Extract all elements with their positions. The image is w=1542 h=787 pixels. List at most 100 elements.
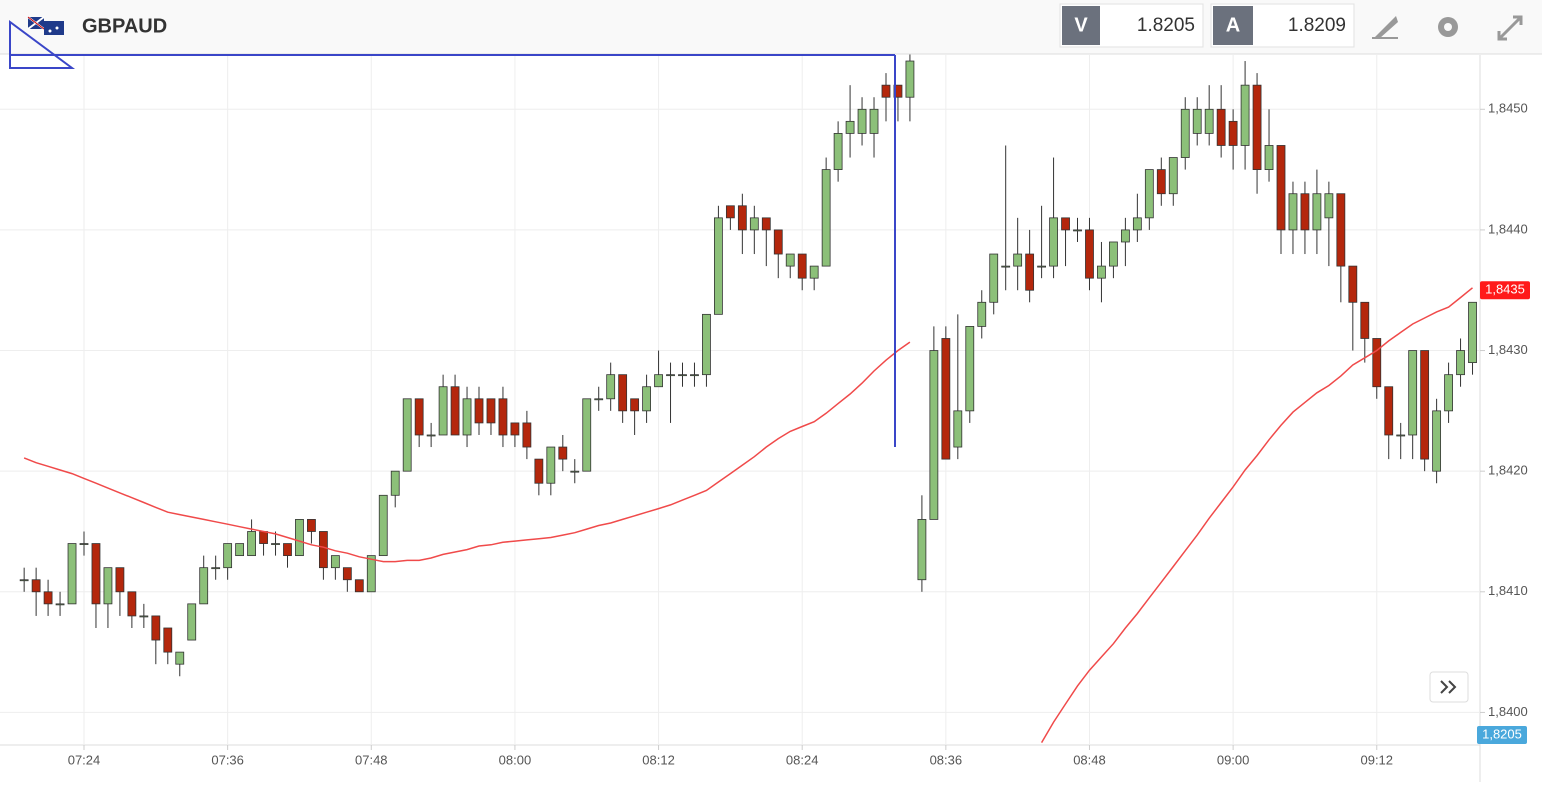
y-tick-label: 1,8400	[1488, 704, 1528, 719]
candle-body	[1156, 169, 1166, 195]
candle-body	[534, 458, 544, 484]
candle-body	[977, 301, 987, 327]
candle-body	[761, 217, 771, 231]
settings-button[interactable]	[1438, 17, 1458, 37]
candle-body	[1384, 386, 1394, 436]
candle-body	[809, 265, 819, 279]
candle-body	[1408, 350, 1418, 436]
candle-body	[953, 410, 963, 448]
candle-body	[666, 374, 675, 377]
candle-body	[1336, 193, 1346, 267]
candle-body	[690, 374, 699, 377]
candle-body	[1396, 434, 1406, 437]
candle-body	[797, 253, 807, 279]
candle-body	[941, 338, 951, 460]
candle-body	[606, 374, 616, 400]
candle-body	[450, 386, 460, 436]
candle-body	[1372, 338, 1382, 388]
candle-body	[1264, 145, 1274, 170]
candle-body	[929, 350, 939, 520]
moving-average	[23, 341, 911, 563]
candle-body	[1276, 145, 1286, 231]
candle-body	[1192, 108, 1202, 134]
candle-body	[235, 543, 245, 557]
candle-body	[678, 374, 687, 377]
candle-body	[1073, 229, 1082, 232]
candle-body	[330, 555, 340, 569]
candle-body	[893, 84, 903, 98]
candle-body	[79, 543, 89, 545]
fullscreen-button[interactable]	[1497, 15, 1523, 41]
candle-body	[175, 651, 185, 665]
x-tick-label: 07:48	[355, 752, 388, 767]
candle-body	[151, 615, 161, 641]
candle-body	[1216, 108, 1226, 146]
candle-body	[881, 84, 891, 98]
candle-body	[115, 567, 125, 593]
candle-body	[737, 205, 747, 231]
candle-body	[1097, 265, 1106, 279]
candle-body	[785, 253, 795, 267]
candle-body	[307, 519, 316, 532]
candle-body	[163, 627, 173, 653]
candle-body	[462, 398, 472, 436]
x-axis-strip	[0, 745, 1542, 782]
candle-body	[1109, 241, 1118, 267]
candle-body	[1456, 350, 1465, 376]
candle-body	[139, 615, 149, 618]
candle-body	[1252, 84, 1262, 170]
candle-body	[187, 603, 197, 641]
candle-body	[510, 422, 520, 436]
candle-body	[1300, 193, 1310, 231]
candle-body	[821, 169, 831, 267]
candle-body	[1288, 193, 1298, 231]
candle-body	[1013, 253, 1023, 267]
candle-body	[618, 374, 628, 412]
candle-body	[1240, 84, 1250, 146]
x-tick-label: 08:12	[642, 752, 675, 767]
flag-icon	[27, 16, 64, 35]
candle-body	[570, 470, 580, 473]
candle-body	[546, 446, 556, 484]
bid-badge	[1062, 6, 1100, 45]
price-tag	[1480, 281, 1530, 300]
candle-body	[283, 543, 292, 557]
candle-body	[295, 519, 304, 557]
candle-body	[103, 567, 113, 605]
symbol: GBPAUD	[82, 15, 167, 37]
draw-tool-button[interactable]	[1372, 16, 1398, 39]
bid-tag-label: 1,8205	[1482, 726, 1522, 741]
candle-body	[725, 205, 735, 219]
candle-body	[1132, 217, 1142, 231]
y-tick-label: 1,8420	[1488, 463, 1528, 478]
candle-body	[55, 603, 65, 606]
candle-body	[1444, 374, 1453, 412]
ask-price: 1.8209	[1288, 15, 1346, 36]
scroll-button[interactable]	[1429, 671, 1469, 703]
candle-body	[594, 398, 604, 401]
candle-body	[1085, 229, 1094, 279]
x-tick-label: 08:48	[1073, 752, 1106, 767]
candle-body	[1049, 217, 1058, 267]
candle-body	[965, 326, 975, 412]
candle-body	[211, 567, 221, 570]
x-tick-label: 08:00	[499, 752, 532, 767]
candle-body	[342, 567, 352, 581]
candle-body	[917, 519, 927, 581]
candle-body	[1468, 301, 1477, 364]
candle-body	[654, 374, 663, 388]
candle-body	[1061, 217, 1070, 231]
candle-body	[558, 446, 568, 460]
y-tick-label: 1,8440	[1488, 221, 1528, 236]
candle-body	[1420, 350, 1430, 460]
x-tick-label: 09:00	[1217, 752, 1250, 767]
price-tag-label: 1,8435	[1485, 282, 1525, 297]
bid-tag	[1477, 726, 1527, 744]
candle-body	[19, 579, 29, 582]
candle-body	[414, 398, 424, 436]
candle-body	[271, 543, 280, 545]
candle-body	[378, 494, 388, 557]
candle-body	[247, 531, 256, 557]
